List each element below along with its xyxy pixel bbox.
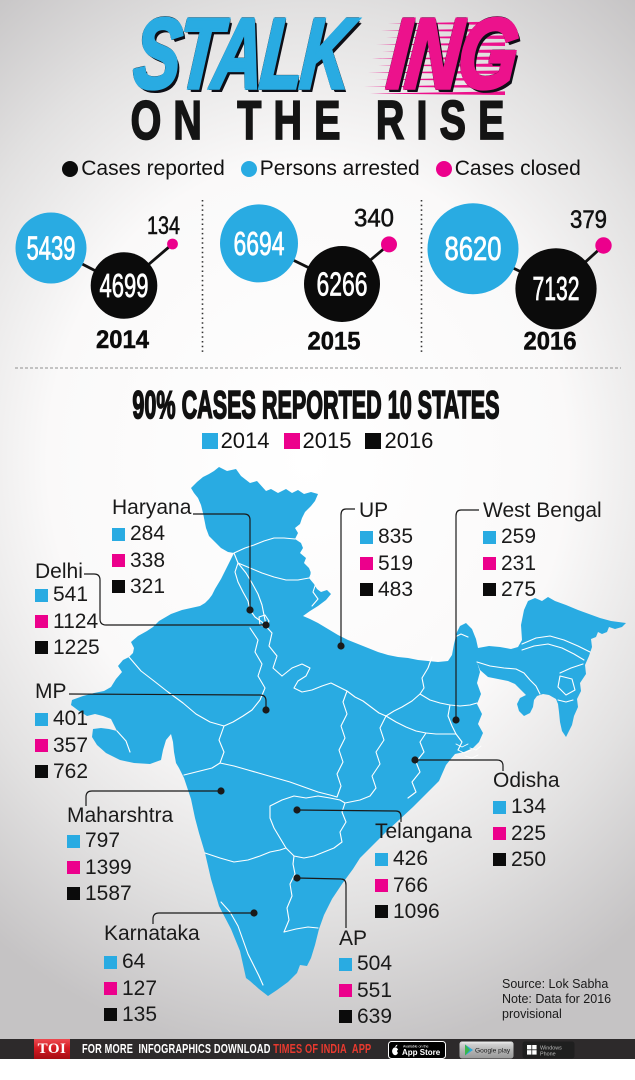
svg-text:6266: 6266: [317, 266, 368, 303]
svg-text:5439: 5439: [27, 230, 76, 267]
svg-text:340: 340: [354, 205, 394, 233]
svg-text:Google play: Google play: [475, 1048, 511, 1055]
svg-text:2015: 2015: [308, 328, 361, 356]
svg-text:Available on the: Available on the: [403, 1045, 429, 1049]
svg-text:Windows: Windows: [540, 1046, 562, 1052]
svg-text:4699: 4699: [100, 267, 149, 304]
svg-text:7132: 7132: [533, 270, 580, 307]
svg-text:134: 134: [147, 212, 180, 240]
svg-text:379: 379: [570, 206, 607, 234]
svg-text:Phone: Phone: [540, 1052, 556, 1058]
svg-text:2014: 2014: [96, 326, 149, 354]
svg-text:6694: 6694: [234, 225, 285, 262]
svg-text:App Store: App Store: [402, 1048, 441, 1057]
svg-text:2016: 2016: [524, 328, 577, 356]
svg-text:8620: 8620: [445, 230, 502, 267]
